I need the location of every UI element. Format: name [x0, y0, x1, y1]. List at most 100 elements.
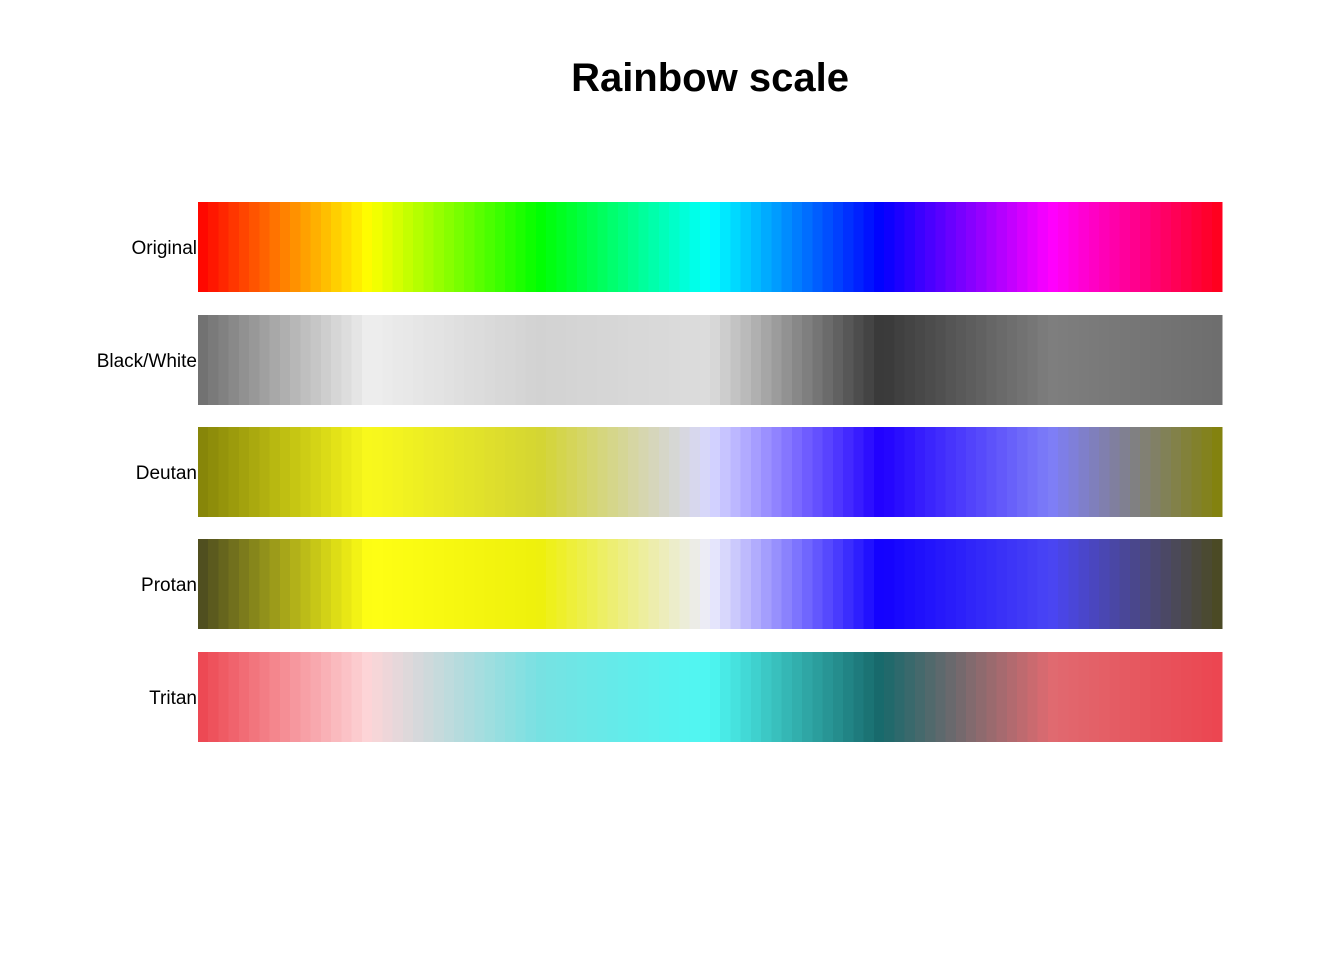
color-cell — [423, 315, 435, 405]
color-cell — [914, 427, 926, 517]
color-cell — [1191, 652, 1203, 742]
color-cell — [228, 652, 240, 742]
color-cell — [996, 202, 1008, 292]
color-cell — [382, 315, 394, 405]
color-cell — [1068, 202, 1080, 292]
color-cell — [290, 427, 301, 517]
color-cell — [791, 427, 803, 517]
color-cell — [1088, 202, 1100, 292]
color-cell — [884, 427, 895, 517]
color-cell — [658, 427, 670, 517]
color-cell — [597, 202, 609, 292]
color-cell — [1037, 652, 1049, 742]
color-cell — [505, 202, 517, 292]
color-cell — [290, 539, 301, 629]
color-cell — [443, 427, 455, 517]
color-cell — [279, 427, 291, 517]
color-cell — [433, 539, 445, 629]
color-cell — [955, 652, 967, 742]
color-cell — [638, 539, 650, 629]
color-cell — [1181, 652, 1192, 742]
color-cell — [648, 427, 660, 517]
color-cell — [781, 652, 793, 742]
color-cell — [699, 427, 711, 517]
color-cell — [1109, 652, 1121, 742]
color-cell — [873, 315, 885, 405]
row-label: Original — [132, 238, 197, 259]
color-cell — [761, 539, 773, 629]
color-cell — [884, 202, 895, 292]
color-cell — [750, 202, 762, 292]
color-cell — [515, 202, 527, 292]
color-cell — [1027, 427, 1039, 517]
color-cell — [1211, 539, 1223, 629]
color-cell — [617, 202, 629, 292]
color-cell — [1150, 539, 1162, 629]
color-cell — [556, 427, 568, 517]
color-cell — [525, 202, 537, 292]
color-cell — [771, 652, 783, 742]
color-cell — [1017, 315, 1029, 405]
color-cell — [1119, 652, 1131, 742]
color-cell — [832, 202, 844, 292]
color-cell — [853, 315, 865, 405]
color-cell — [1170, 652, 1182, 742]
color-cell — [566, 315, 578, 405]
color-cell — [566, 427, 578, 517]
color-cell — [669, 315, 680, 405]
color-cell — [1201, 202, 1213, 292]
color-cell — [945, 652, 957, 742]
color-cell — [525, 539, 537, 629]
color-cell — [1099, 427, 1110, 517]
color-cell — [1129, 539, 1141, 629]
color-cell — [351, 315, 363, 405]
color-cell — [955, 539, 967, 629]
color-cell — [904, 202, 916, 292]
color-cell — [720, 427, 732, 517]
color-cell — [331, 427, 342, 517]
color-cell — [454, 539, 465, 629]
color-cell — [423, 427, 435, 517]
color-cell — [402, 315, 414, 405]
color-cell — [587, 427, 598, 517]
row-label: Tritan — [149, 688, 197, 709]
color-cell — [505, 427, 517, 517]
color-cell — [443, 652, 455, 742]
color-cell — [638, 427, 650, 517]
color-cell — [658, 652, 670, 742]
color-cell — [413, 202, 424, 292]
color-cell — [873, 202, 885, 292]
color-cell — [873, 427, 885, 517]
color-cell — [351, 652, 363, 742]
color-cell — [1006, 202, 1018, 292]
row-label: Black/White — [97, 351, 197, 372]
color-cell — [1140, 652, 1151, 742]
color-cell — [1140, 427, 1151, 517]
color-cell — [873, 652, 885, 742]
color-cell — [699, 652, 711, 742]
color-cell — [218, 202, 230, 292]
color-cell — [556, 315, 568, 405]
color-cell — [546, 652, 557, 742]
color-cell — [474, 652, 486, 742]
color-cell — [935, 539, 947, 629]
color-cell — [1037, 315, 1049, 405]
color-cell — [658, 315, 670, 405]
color-cell — [331, 202, 342, 292]
color-cell — [1160, 652, 1172, 742]
color-cell — [996, 315, 1008, 405]
color-cell — [361, 652, 373, 742]
color-cell — [761, 315, 773, 405]
color-cell — [494, 427, 506, 517]
color-cell — [269, 539, 281, 629]
color-cell — [238, 202, 250, 292]
color-cell — [791, 315, 803, 405]
color-cell — [617, 315, 629, 405]
color-cell — [761, 202, 773, 292]
color-cell — [392, 539, 404, 629]
color-cell — [443, 315, 455, 405]
color-cell — [884, 652, 895, 742]
color-cell — [464, 652, 476, 742]
color-cell — [535, 652, 547, 742]
